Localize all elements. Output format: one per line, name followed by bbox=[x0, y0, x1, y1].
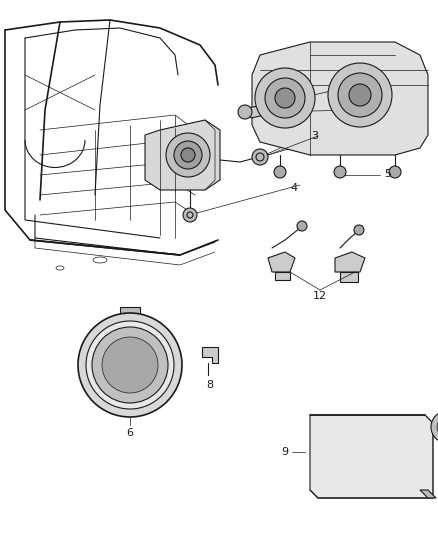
Circle shape bbox=[92, 327, 168, 403]
Circle shape bbox=[174, 141, 202, 169]
Circle shape bbox=[255, 68, 315, 128]
Polygon shape bbox=[202, 347, 218, 363]
Circle shape bbox=[349, 84, 371, 106]
Text: 12: 12 bbox=[313, 291, 327, 301]
Polygon shape bbox=[310, 415, 433, 498]
Polygon shape bbox=[420, 490, 436, 498]
Circle shape bbox=[354, 225, 364, 235]
Text: 3: 3 bbox=[311, 131, 318, 141]
Circle shape bbox=[275, 88, 295, 108]
Circle shape bbox=[334, 166, 346, 178]
Circle shape bbox=[166, 133, 210, 177]
Bar bbox=[275, 272, 290, 280]
Text: 2: 2 bbox=[354, 105, 361, 115]
Circle shape bbox=[102, 337, 158, 393]
Bar bbox=[340, 272, 358, 282]
Polygon shape bbox=[335, 252, 365, 272]
Circle shape bbox=[328, 63, 392, 127]
Circle shape bbox=[338, 73, 382, 117]
Circle shape bbox=[265, 78, 305, 118]
Circle shape bbox=[78, 313, 182, 417]
Polygon shape bbox=[248, 105, 265, 118]
Circle shape bbox=[183, 208, 197, 222]
Text: 4: 4 bbox=[291, 183, 298, 193]
Circle shape bbox=[181, 148, 195, 162]
Circle shape bbox=[431, 411, 438, 443]
Text: 6: 6 bbox=[127, 428, 134, 438]
Polygon shape bbox=[252, 42, 428, 155]
Circle shape bbox=[437, 417, 438, 437]
Bar bbox=[120, 307, 140, 319]
Text: 5: 5 bbox=[384, 169, 391, 179]
Circle shape bbox=[238, 105, 252, 119]
Text: 9: 9 bbox=[281, 447, 288, 457]
Polygon shape bbox=[268, 252, 295, 272]
Circle shape bbox=[86, 321, 174, 409]
Polygon shape bbox=[145, 120, 220, 190]
Text: 8: 8 bbox=[206, 380, 214, 390]
Circle shape bbox=[297, 221, 307, 231]
Text: 1: 1 bbox=[354, 80, 361, 90]
Circle shape bbox=[274, 166, 286, 178]
Circle shape bbox=[389, 166, 401, 178]
Circle shape bbox=[252, 149, 268, 165]
